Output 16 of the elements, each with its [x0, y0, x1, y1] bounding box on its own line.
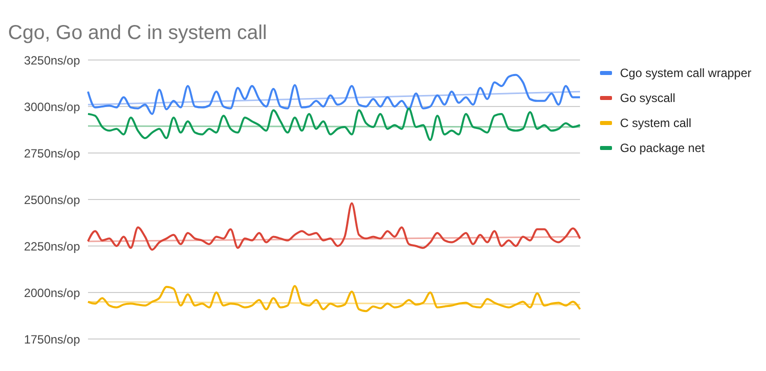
- line-series: [87, 74, 581, 115]
- legend-label: Cgo system call wrapper: [620, 66, 752, 80]
- y-tick-label: 2500ns/op: [24, 192, 80, 207]
- line-series: [87, 107, 581, 141]
- legend-label: C system call: [620, 116, 692, 130]
- legend-label: Go syscall: [620, 90, 676, 104]
- y-tick-label: 2000ns/op: [24, 286, 80, 300]
- y-tick-label: 2250ns/op: [24, 239, 80, 254]
- y-tick-label: 3250ns/op: [24, 53, 80, 68]
- y-tick-label: 2750ns/op: [24, 146, 80, 160]
- line-series: [87, 202, 581, 251]
- chart-title: Cgo, Go and C in system call: [8, 22, 267, 45]
- y-tick-label: 3000ns/op: [24, 100, 80, 114]
- legend-label: Go package net: [620, 140, 705, 154]
- y-tick-label: 1750ns/op: [24, 332, 80, 346]
- line-series: [87, 284, 581, 312]
